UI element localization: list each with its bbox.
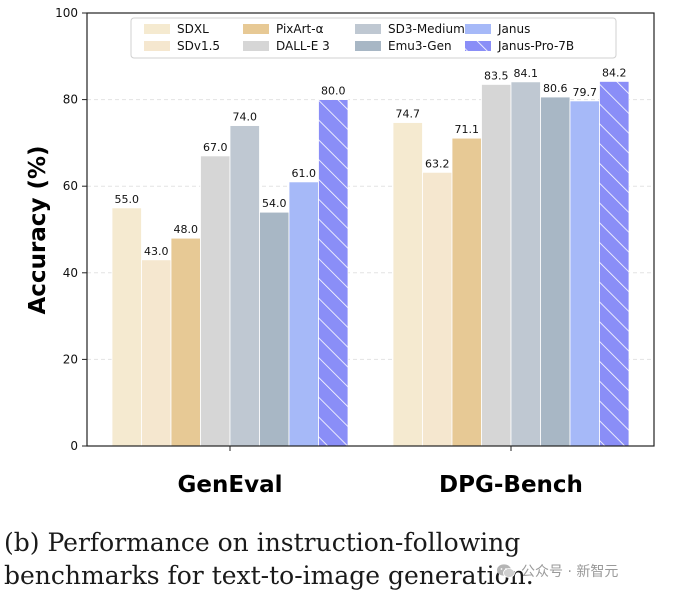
watermark-text: 公众号 · 新智元 bbox=[521, 564, 619, 580]
legend-label: PixArt-α bbox=[276, 22, 324, 36]
bar-sdxl-dpg-bench bbox=[392, 122, 423, 447]
legend-label: SD3-Medium bbox=[388, 22, 465, 36]
y-axis-label: Accuracy (%) bbox=[25, 145, 51, 314]
value-label-sdxl-geneval: 55.0 bbox=[115, 193, 140, 206]
value-label-pixart-geneval: 48.0 bbox=[174, 223, 199, 236]
y-axis: 0 20 40 60 80 100 bbox=[55, 6, 87, 453]
legend-swatch bbox=[355, 24, 381, 34]
x-tick-label-geneval: GenEval bbox=[178, 472, 283, 498]
legend-swatch bbox=[465, 24, 491, 34]
value-label-sdv1-5-geneval: 43.0 bbox=[144, 245, 169, 258]
y-tick-label: 20 bbox=[63, 352, 78, 366]
x-tick-label-dpg-bench: DPG-Bench bbox=[439, 472, 583, 498]
value-label-dall-e-3-geneval: 67.0 bbox=[203, 141, 228, 154]
value-label-dall-e-3-dpg-bench: 83.5 bbox=[484, 69, 509, 82]
legend-item-janus-pro-7b: Janus-Pro-7B bbox=[465, 39, 574, 53]
value-label-janus-pro-7b-dpg-bench: 84.2 bbox=[602, 66, 627, 79]
legend-swatch bbox=[243, 41, 269, 51]
legend: SDXL SDv1.5 PixArt-α DALL-E 3 SD3-Medium Emu3… bbox=[130, 17, 617, 59]
y-tick-label: 60 bbox=[63, 179, 78, 193]
wechat-icon bbox=[497, 564, 515, 578]
y-tick-label: 0 bbox=[70, 439, 78, 453]
x-axis: GenEval DPG-Bench bbox=[178, 446, 583, 498]
value-label-emu3-gen-geneval: 54.0 bbox=[262, 197, 287, 210]
value-label-sdv1-5-dpg-bench: 63.2 bbox=[425, 157, 450, 170]
bar-sdxl-geneval bbox=[111, 207, 142, 447]
bars bbox=[111, 81, 630, 447]
legend-item-pixart: PixArt-α bbox=[243, 22, 324, 36]
bar-dall-e-3-dpg-bench bbox=[481, 84, 512, 447]
legend-swatch bbox=[355, 41, 381, 51]
legend-item-sdv1-5: SDv1.5 bbox=[144, 39, 220, 53]
bar-janus-dpg-bench bbox=[569, 100, 600, 447]
legend-swatch bbox=[243, 24, 269, 34]
legend-item-dall-e-3: DALL-E 3 bbox=[243, 39, 330, 53]
legend-swatch-hatch bbox=[465, 41, 491, 51]
bar-janus-geneval bbox=[288, 181, 319, 447]
legend-label: Janus bbox=[497, 22, 530, 36]
bar-sd3-medium-dpg-bench bbox=[510, 81, 541, 447]
bar-pixart-geneval bbox=[170, 237, 201, 447]
bar-emu3-gen-dpg-bench bbox=[540, 96, 571, 447]
bar-sdv1-5-dpg-bench bbox=[422, 171, 453, 447]
legend-item-janus: Janus bbox=[465, 22, 530, 36]
plot-frame bbox=[86, 12, 655, 447]
legend-item-sdxl: SDXL bbox=[144, 22, 209, 36]
value-label-emu3-gen-dpg-bench: 80.6 bbox=[543, 82, 568, 95]
figure-caption: (b) Performance on instruction-following… bbox=[4, 528, 534, 590]
legend-swatch bbox=[144, 24, 170, 34]
legend-item-sd3-medium: SD3-Medium bbox=[355, 22, 465, 36]
legend-item-emu3-gen: Emu3-Gen bbox=[355, 39, 452, 53]
value-label-sd3-medium-dpg-bench: 84.1 bbox=[514, 67, 539, 80]
bar-hatch-janus-pro-7b-geneval bbox=[318, 99, 348, 446]
legend-label: Emu3-Gen bbox=[388, 39, 452, 53]
bar-dall-e-3-geneval bbox=[200, 155, 231, 447]
bar-pixart-dpg-bench bbox=[451, 137, 482, 447]
value-label-janus-pro-7b-geneval: 80.0 bbox=[321, 85, 346, 98]
legend-label: SDXL bbox=[177, 22, 209, 36]
legend-swatch bbox=[144, 41, 170, 51]
value-label-pixart-dpg-bench: 71.1 bbox=[455, 123, 480, 136]
legend-label: DALL-E 3 bbox=[276, 39, 330, 53]
value-label-sd3-medium-geneval: 74.0 bbox=[233, 111, 258, 124]
value-labels: 55.0 43.0 48.0 67.0 74.0 54.0 61.0 80.0 74.7 63.2… bbox=[115, 66, 627, 257]
legend-label: SDv1.5 bbox=[177, 39, 220, 53]
bar-sd3-medium-geneval bbox=[229, 125, 260, 447]
bar-sdv1-5-geneval bbox=[141, 259, 172, 447]
y-tick-label: 100 bbox=[55, 6, 78, 20]
y-tick-label: 80 bbox=[63, 93, 78, 107]
bar-emu3-gen-geneval bbox=[259, 211, 290, 447]
value-label-janus-dpg-bench: 79.7 bbox=[573, 86, 598, 99]
bar-chart: 55.0 43.0 48.0 67.0 74.0 54.0 61.0 80.0 74.7 63.2… bbox=[25, 6, 655, 498]
y-tick-label: 40 bbox=[63, 266, 78, 280]
watermark: 公众号 · 新智元 bbox=[496, 560, 618, 582]
legend-label: Janus-Pro-7B bbox=[497, 39, 574, 53]
value-label-janus-geneval: 61.0 bbox=[292, 167, 317, 180]
bar-hatch-janus-pro-7b-dpg-bench bbox=[599, 81, 629, 446]
value-label-sdxl-dpg-bench: 74.7 bbox=[396, 108, 421, 121]
